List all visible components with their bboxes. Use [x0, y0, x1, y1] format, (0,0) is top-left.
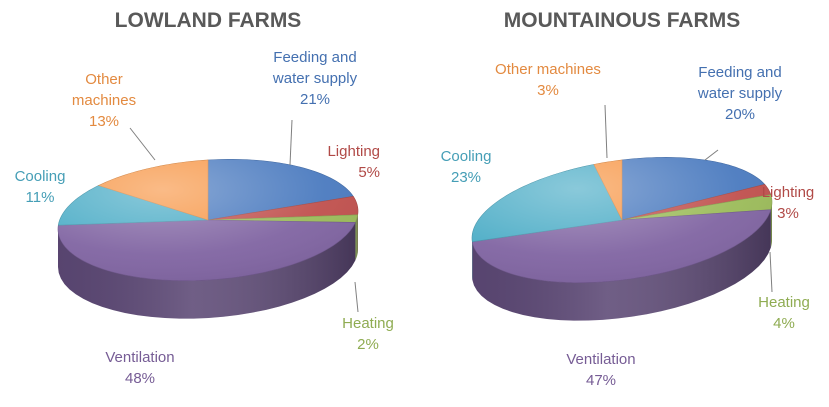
slice-value: 48% — [125, 370, 155, 387]
data-label-ventilation: Ventilation 48% — [105, 349, 174, 387]
slice-value: 21% — [300, 91, 330, 108]
data-label-feeding-and-water-supply: Feeding and water supply 21% — [272, 49, 358, 108]
leader-line — [354, 281, 359, 313]
slice-label: Other machines — [495, 61, 601, 78]
slice-value: 47% — [586, 372, 616, 389]
leader-line — [604, 104, 608, 159]
data-label-other-machines: Other machines 13% — [72, 71, 136, 130]
slice-label: Heating — [342, 315, 394, 332]
pie-top — [57, 159, 359, 281]
data-label-cooling: Cooling 11% — [15, 168, 66, 206]
data-labels: Feeding and water supply 21% Lighting 5% Heat… — [15, 49, 394, 387]
pie-side-walls — [58, 211, 358, 319]
data-label-heating: Heating 4% — [758, 294, 810, 332]
data-labels: Feeding and water supply 20% Lighting 3% Heat… — [441, 61, 815, 389]
slice-value: 3% — [537, 82, 559, 99]
pie-top-shine — [58, 159, 358, 281]
pie-side-walls — [472, 202, 772, 321]
slice-value: 4% — [773, 315, 795, 332]
pie-side-shade — [58, 222, 356, 319]
slice-label: Cooling — [15, 168, 66, 185]
slice-value: 23% — [451, 169, 481, 186]
slice-label: Feeding and — [698, 64, 781, 81]
slice-label: machines — [72, 92, 136, 109]
slice-label: Heating — [758, 294, 810, 311]
slice-value: 13% — [89, 113, 119, 130]
leader-line — [769, 251, 773, 293]
lowland-farms-chart: LOWLAND FARMS Feeding and water supply 21% L… — [15, 9, 394, 387]
data-label-lighting: Lighting 5% — [327, 143, 380, 181]
chart-title: LOWLAND FARMS — [115, 9, 302, 32]
data-label-feeding-and-water-supply: Feeding and water supply 20% — [697, 64, 783, 123]
slice-label: water supply — [272, 70, 358, 87]
pie-top — [471, 157, 773, 283]
slice-label: Other — [85, 71, 123, 88]
data-label-cooling: Cooling 23% — [441, 148, 492, 186]
leader-line — [129, 127, 156, 161]
slice-value: 2% — [357, 336, 379, 353]
pie-side-shade — [472, 209, 771, 321]
pie-side-shade — [355, 214, 358, 261]
slice-label: Lighting — [327, 143, 380, 160]
slice-value: 20% — [725, 106, 755, 123]
slice-label: Ventilation — [566, 351, 635, 368]
slice-label: water supply — [697, 85, 783, 102]
slice-label: Ventilation — [105, 349, 174, 366]
leader-line — [704, 149, 719, 161]
pie-side-shade — [770, 202, 772, 248]
data-label-ventilation: Ventilation 47% — [566, 351, 635, 389]
chart-title: MOUNTAINOUS FARMS — [504, 9, 740, 32]
mountainous-farms-chart: MOUNTAINOUS FARMS Feeding and water supply… — [441, 9, 815, 389]
slice-value: 5% — [358, 164, 380, 181]
data-label-lighting: Lighting 3% — [762, 184, 815, 222]
slice-value: 3% — [777, 205, 799, 222]
data-label-other-machines: Other machines 3% — [495, 61, 601, 99]
pie-top-shine — [472, 157, 772, 283]
data-label-heating: Heating 2% — [342, 315, 394, 353]
slice-label: Lighting — [762, 184, 815, 201]
slice-value: 11% — [26, 189, 55, 206]
slice-label: Cooling — [441, 148, 492, 165]
leader-line — [289, 119, 293, 166]
slice-label: Feeding and — [273, 49, 356, 66]
